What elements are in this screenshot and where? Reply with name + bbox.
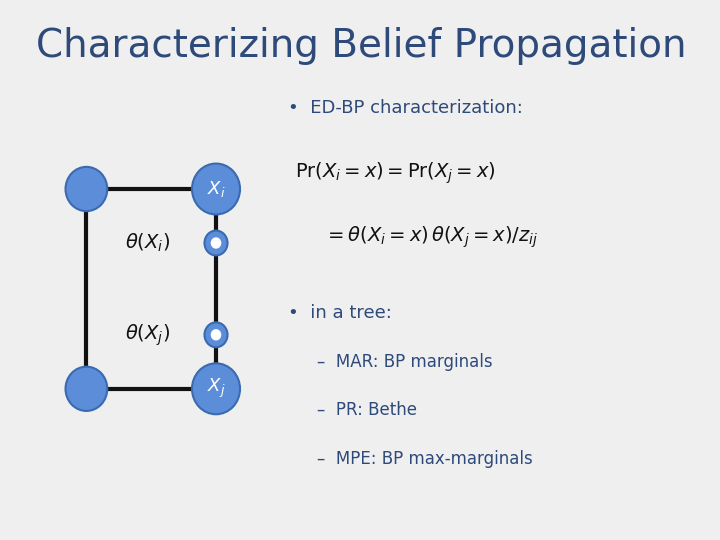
Text: $X_j$: $X_j$ xyxy=(207,377,225,400)
Text: –  MAR: BP marginals: – MAR: BP marginals xyxy=(317,353,492,371)
Ellipse shape xyxy=(66,167,107,211)
Text: $\theta(X_j)$: $\theta(X_j)$ xyxy=(125,322,170,348)
Text: $= \theta(X_i{=}x)\,\theta(X_j{=}x)/z_{ij}$: $= \theta(X_i{=}x)\,\theta(X_j{=}x)/z_{i… xyxy=(324,225,538,251)
Ellipse shape xyxy=(211,237,221,249)
Ellipse shape xyxy=(211,329,221,341)
Ellipse shape xyxy=(192,164,240,214)
Text: –  MPE: BP max-marginals: – MPE: BP max-marginals xyxy=(317,450,533,468)
Text: •  ED-BP characterization:: • ED-BP characterization: xyxy=(288,99,523,117)
Text: –  PR: Bethe: – PR: Bethe xyxy=(317,401,417,420)
Text: $X_i$: $X_i$ xyxy=(207,179,225,199)
Text: •  in a tree:: • in a tree: xyxy=(288,304,392,322)
Text: $\mathrm{Pr}(X_i = x) = \mathrm{Pr}(X_j = x)$: $\mathrm{Pr}(X_i = x) = \mathrm{Pr}(X_j … xyxy=(295,160,496,186)
Text: Characterizing Belief Propagation: Characterizing Belief Propagation xyxy=(36,27,686,65)
Text: $\theta(X_i)$: $\theta(X_i)$ xyxy=(125,232,170,254)
Ellipse shape xyxy=(204,322,228,347)
Ellipse shape xyxy=(204,231,228,255)
Ellipse shape xyxy=(192,363,240,414)
Ellipse shape xyxy=(66,367,107,411)
